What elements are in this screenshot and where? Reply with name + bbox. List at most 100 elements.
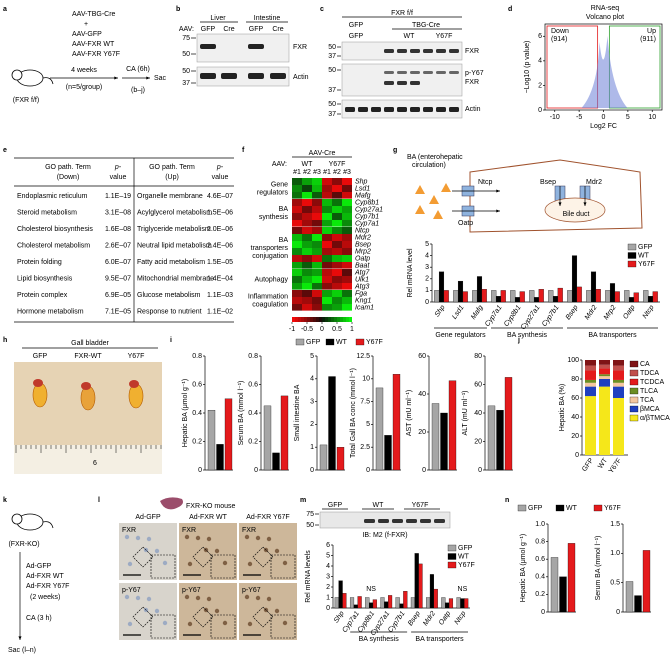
y-tick-label: 7.5 bbox=[360, 398, 370, 405]
y-tick-label: 4 bbox=[326, 563, 330, 570]
bar bbox=[633, 292, 639, 303]
heat-cell bbox=[332, 178, 342, 185]
heat-cell bbox=[292, 255, 302, 262]
y-tick-label: 40 bbox=[418, 391, 426, 398]
y-tick-label: 5 bbox=[425, 241, 429, 248]
heat-cell bbox=[342, 199, 352, 206]
scale-swatch bbox=[334, 317, 337, 322]
y-tick-label: 0 bbox=[478, 467, 482, 474]
gene-label: Cyp7b1 bbox=[355, 213, 379, 220]
y-tick-label: 3 bbox=[310, 398, 314, 405]
annotation: NS bbox=[366, 586, 376, 593]
legend-swatch bbox=[593, 504, 603, 512]
bar bbox=[453, 290, 459, 303]
heat-cell bbox=[332, 283, 342, 290]
category-label: coagulation bbox=[252, 301, 288, 308]
group-label: BA synthesis bbox=[507, 332, 548, 339]
band bbox=[358, 107, 368, 112]
label: GO path. Term bbox=[149, 164, 195, 171]
gene-label: Mdr2 bbox=[355, 234, 371, 241]
y-tick-label: 2 bbox=[538, 82, 542, 89]
bar bbox=[491, 290, 497, 303]
bile-acid bbox=[433, 210, 443, 219]
y-tick-label: 80 bbox=[571, 376, 579, 383]
bar bbox=[414, 553, 419, 609]
bar bbox=[440, 412, 448, 471]
legend-swatch bbox=[627, 243, 637, 251]
band bbox=[384, 49, 394, 53]
gene-label: Shp bbox=[355, 178, 368, 185]
band-label: Actin bbox=[293, 74, 309, 81]
category-label: Gene bbox=[271, 181, 288, 188]
heat-cell bbox=[292, 199, 302, 206]
heat-cell bbox=[302, 192, 312, 199]
cell: 1.5E–06 bbox=[207, 209, 233, 216]
heat-cell bbox=[292, 185, 302, 192]
bar bbox=[429, 574, 434, 609]
bar bbox=[384, 435, 392, 471]
bar bbox=[548, 290, 554, 303]
heat-cell bbox=[292, 290, 302, 297]
heat-cell bbox=[322, 185, 332, 192]
scale-swatch bbox=[322, 317, 325, 322]
x-tick-label: Cyp8b1 bbox=[503, 304, 523, 328]
y-tick-label: 0.8 bbox=[192, 353, 202, 360]
y-tick-label: 0.6 bbox=[248, 381, 258, 388]
panel-letter: k bbox=[3, 497, 7, 504]
inset bbox=[270, 554, 296, 579]
y-tick-label: 0.2 bbox=[248, 438, 258, 445]
x-tick-label: Bsep bbox=[407, 610, 422, 627]
bar bbox=[567, 543, 576, 613]
bar bbox=[410, 597, 415, 609]
heat-cell bbox=[342, 206, 352, 213]
bar bbox=[399, 603, 404, 609]
label: GO path. Term bbox=[45, 164, 91, 171]
bar bbox=[272, 452, 280, 471]
x-tick-label: WT bbox=[597, 457, 609, 471]
marker: 75 bbox=[306, 511, 314, 518]
ihc-image bbox=[179, 583, 237, 640]
inset bbox=[150, 554, 176, 579]
x-tick-label: Cyp7b1 bbox=[541, 304, 561, 328]
nucleus bbox=[282, 560, 288, 566]
band-label: Actin bbox=[465, 106, 481, 113]
band-label: p-Y67 bbox=[465, 70, 484, 77]
arrow-head bbox=[496, 209, 500, 213]
bar bbox=[652, 291, 658, 303]
x-tick-label: Shp bbox=[333, 610, 346, 624]
label: Bsep bbox=[540, 179, 556, 186]
gene-label: Baat bbox=[355, 262, 370, 269]
band bbox=[384, 107, 394, 112]
y-tick-label: 20 bbox=[474, 438, 482, 445]
y-tick-label: 0 bbox=[366, 467, 370, 474]
scale-label: 1 bbox=[350, 326, 354, 333]
heat-cell bbox=[322, 248, 332, 255]
heat-cell bbox=[292, 241, 302, 248]
band bbox=[449, 71, 459, 74]
nucleus bbox=[135, 535, 141, 541]
gene-label: Ntcp bbox=[355, 227, 370, 234]
arrow-head bbox=[114, 76, 118, 80]
label: RNA-seq bbox=[591, 5, 620, 12]
y-tick-label: 5 bbox=[366, 421, 370, 428]
heat-cell bbox=[342, 255, 352, 262]
legend-label: WT bbox=[458, 553, 470, 560]
nucleus bbox=[274, 548, 280, 554]
label: Intestine bbox=[254, 15, 281, 22]
label: CA (3 h) bbox=[26, 615, 52, 622]
legend-label: Y67F bbox=[458, 562, 475, 569]
x-tick-label: Oatp bbox=[438, 610, 452, 627]
bar bbox=[642, 550, 651, 613]
mouse-tail bbox=[42, 521, 54, 529]
legend-label: TCA bbox=[640, 397, 654, 404]
bar bbox=[464, 598, 469, 609]
inset bbox=[270, 614, 296, 639]
bar bbox=[519, 291, 525, 303]
heat-cell bbox=[312, 199, 322, 206]
scale-label: 0.5 bbox=[332, 326, 342, 333]
scale-swatch bbox=[292, 317, 295, 322]
bar bbox=[624, 290, 630, 303]
label: GFP bbox=[349, 22, 364, 29]
legend-swatch bbox=[555, 504, 565, 512]
